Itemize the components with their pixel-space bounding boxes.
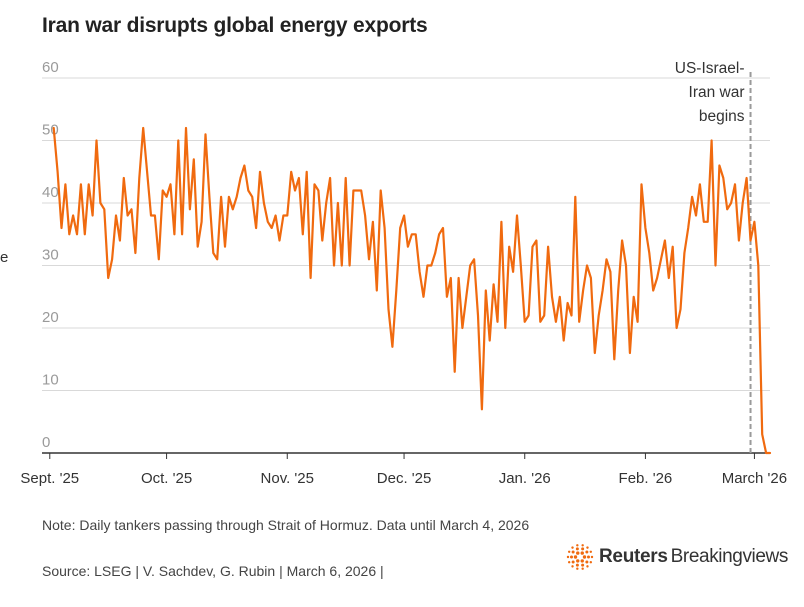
event-annotation-line: US-Israel- [675, 60, 745, 77]
y-tick-label: 40 [42, 184, 59, 201]
x-tick-label: Nov. '25 [261, 470, 314, 487]
x-tick-label: Sept. '25 [20, 470, 79, 487]
x-axis-ticks: Sept. '25 Oct. '25 Nov. '25 Dec. '25 Jan. '2… [20, 453, 787, 487]
chart-note: Note: Daily tankers passing through Stra… [42, 517, 530, 533]
y-axis-label: e [0, 249, 8, 266]
y-tick-label: 20 [42, 309, 59, 326]
chart-source: Source: LSEG | V. Sachdev, G. Rubin | Ma… [42, 563, 384, 579]
y-tick-label: 60 [42, 59, 59, 76]
x-tick-label: Dec. '25 [377, 470, 432, 487]
reuters-logo-icon [566, 544, 594, 570]
x-tick-label: Jan. '26 [499, 470, 551, 487]
y-tick-label: 30 [42, 247, 59, 264]
y-tick-label: 0 [42, 434, 50, 451]
series-layer [52, 126, 772, 455]
x-tick-label: Feb. '26 [619, 470, 673, 487]
event-annotation-line: begins [699, 108, 745, 125]
brand-logo: Reuters Breakingviews [566, 543, 788, 571]
x-tick-label: Oct. '25 [141, 470, 192, 487]
brand-sub: Breakingviews [670, 546, 789, 567]
grid-layer [42, 77, 770, 454]
event-layer: US-Israel- Iran war begins [675, 60, 752, 453]
brand-name: Reuters [599, 546, 668, 567]
y-tick-label: 10 [42, 372, 59, 389]
event-annotation-line: Iran war [689, 84, 745, 101]
y-axis-ticks: 0 10 20 30 40 50 60 [42, 59, 59, 451]
y-tick-label: 50 [42, 122, 59, 139]
x-tick-label: March '26 [722, 470, 787, 487]
line-chart: 0 10 20 30 40 50 60 Sept. '25 Oct. '25 Nov. '25 D… [0, 59, 787, 487]
series-line [52, 126, 772, 455]
chart-title: Iran war disrupts global energy exports [42, 14, 428, 37]
